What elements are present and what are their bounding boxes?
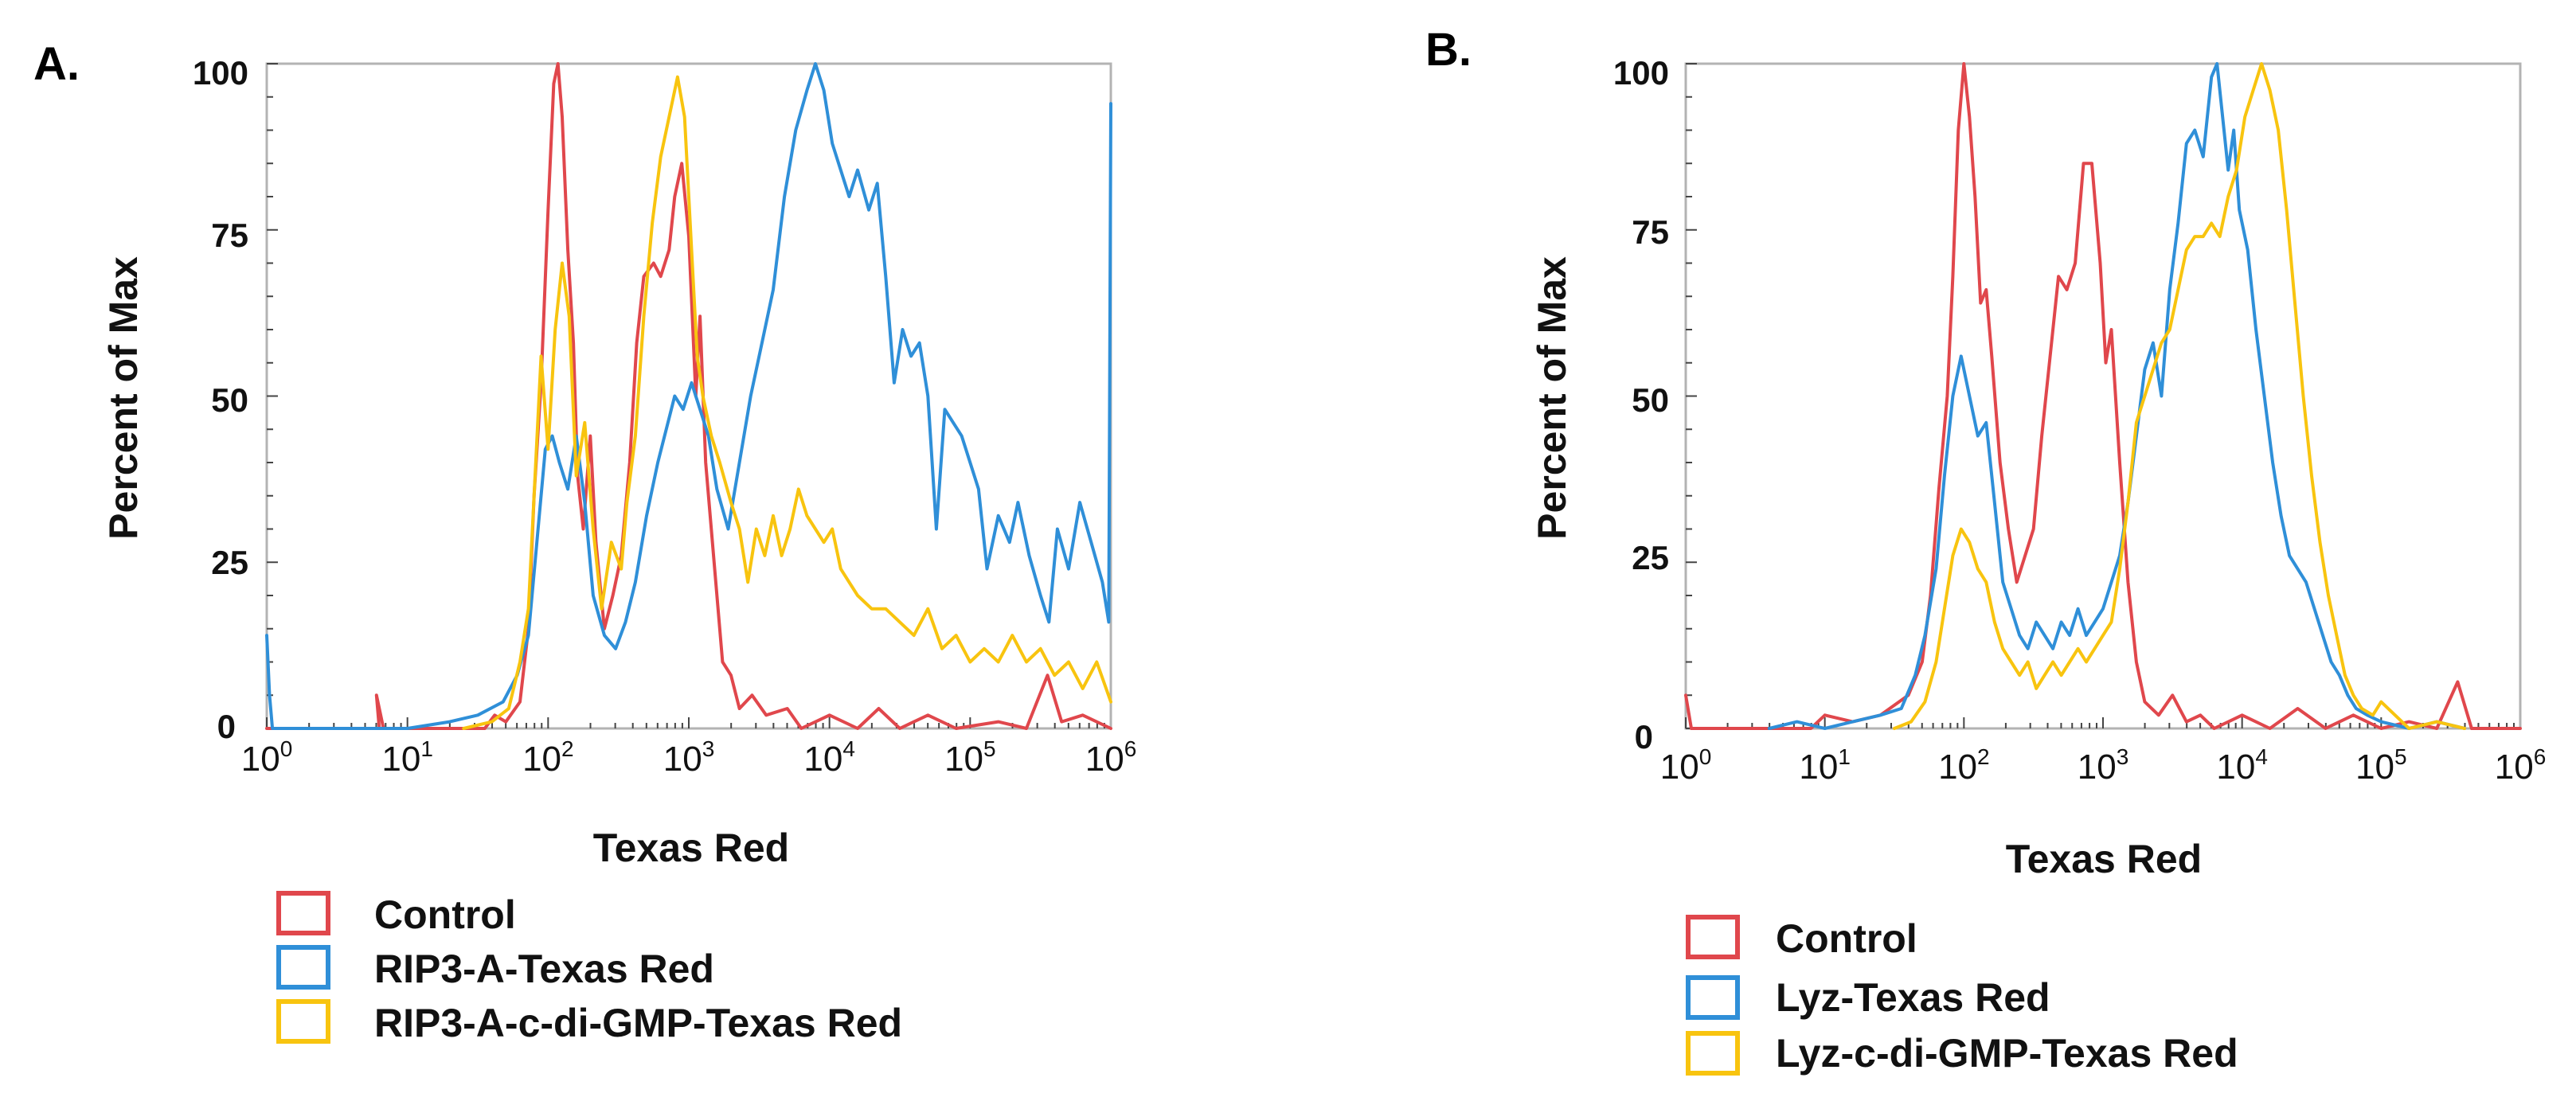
panel-a-plot-area — [265, 62, 1112, 730]
panel-b-legend-label-control: Control — [1776, 916, 1917, 961]
panel-b-legend-label-lyz: Lyz-Texas Red — [1776, 975, 2050, 1020]
panel-b-legend: Control Lyz-Texas Red Lyz-c-di-GMP-Texas… — [1686, 915, 2238, 1076]
panel-a-legend-rip3: RIP3-A-Texas Red — [276, 945, 714, 991]
panel-b-legend-label-lyz-cdigmp: Lyz-c-di-GMP-Texas Red — [1776, 1031, 2238, 1076]
panel-b-ytick-50: 50 — [1632, 381, 1669, 419]
panel-b-ytick-0: 0 — [1635, 718, 1653, 756]
panel-a-xtick-label: 102 — [522, 736, 574, 779]
panel-b-xtick-label: 105 — [2355, 744, 2407, 787]
panel-a-legend-control: Control — [276, 891, 516, 937]
panel-b-xtick-label: 106 — [2495, 744, 2547, 787]
panel-a-letter: A. — [33, 38, 80, 90]
panel-a-ytick-100: 100 — [193, 54, 248, 92]
panel-a-series-rip3-cdigmp — [462, 75, 1112, 730]
panel-a-legend-swatch-control — [276, 891, 330, 935]
panel-a-legend: Control RIP3-A-Texas Red RIP3-A-c-di-GMP… — [276, 891, 902, 1045]
panel-a-xtick-label: 100 — [241, 736, 293, 779]
panel-b-series-lyz-cdigmp — [1893, 62, 2467, 730]
panel-b-xtick-label: 100 — [1660, 744, 1712, 787]
panel-b-y-ticks: 0 25 50 75 100 — [1613, 54, 1669, 756]
panel-a-ytick-25: 25 — [211, 544, 248, 581]
panel-a-series-rip3 — [265, 62, 1112, 730]
panel-b-legend-swatch-lyz — [1686, 975, 1740, 1020]
panel-b-series-control — [1684, 62, 2522, 730]
panel-a-x-ticks: 100 101 102 103 104 105 106 — [241, 736, 1137, 779]
panel-a: A. Percent of Max 0 25 50 75 100 100 101 1… — [33, 38, 1136, 1045]
panel-b-plot-frame — [1684, 62, 2522, 730]
panel-b-legend-swatch-lyz-cdigmp — [1686, 1031, 1740, 1076]
panel-a-xtick-label: 106 — [1085, 736, 1137, 779]
panel-a-xtick-label: 104 — [803, 736, 855, 779]
panel-b-legend-swatch-control — [1686, 915, 1740, 959]
panel-b-xtick-label: 104 — [2216, 744, 2268, 787]
panel-b-ytick-75: 75 — [1632, 213, 1669, 251]
panel-b-xtick-label: 101 — [1799, 744, 1851, 787]
panel-a-ytick-0: 0 — [217, 708, 236, 745]
panel-a-ytick-50: 50 — [211, 381, 248, 419]
panel-b-legend-control: Control — [1686, 915, 1917, 961]
panel-b-xtick-label: 103 — [2078, 744, 2129, 787]
panel-b-plot-area — [1684, 62, 2522, 730]
panel-a-x-axis-title: Texas Red — [593, 826, 789, 870]
panel-b: B. Percent of Max 0 25 50 75 100 100 101 1… — [1425, 24, 2546, 1076]
panel-b-legend-lyz-cdigmp: Lyz-c-di-GMP-Texas Red — [1686, 1031, 2238, 1076]
panel-a-legend-label-control: Control — [374, 892, 516, 937]
panel-a-legend-swatch-rip3 — [276, 945, 330, 990]
panel-a-legend-swatch-rip3-cdigmp — [276, 999, 330, 1044]
panel-a-y-axis-title: Percent of Max — [101, 256, 146, 540]
panel-b-y-axis-title: Percent of Max — [1530, 256, 1574, 540]
panel-b-xtick-label: 102 — [1938, 744, 1990, 787]
panel-b-ytick-25: 25 — [1632, 539, 1669, 576]
panel-b-series-lyz — [1767, 62, 2467, 730]
panel-a-xtick-label: 103 — [663, 736, 715, 779]
panel-b-x-axis-title: Texas Red — [2006, 837, 2202, 881]
panel-b-letter: B. — [1425, 24, 1472, 76]
panel-a-xtick-label: 101 — [381, 736, 433, 779]
panel-a-legend-label-rip3: RIP3-A-Texas Red — [374, 947, 714, 991]
panel-a-y-ticks: 0 25 50 75 100 — [193, 54, 248, 745]
panel-a-ytick-75: 75 — [211, 217, 248, 254]
panel-a-xtick-label: 105 — [944, 736, 996, 779]
panel-b-ytick-100: 100 — [1613, 54, 1669, 92]
panel-a-legend-label-rip3-cdigmp: RIP3-A-c-di-GMP-Texas Red — [374, 1001, 902, 1045]
panel-a-legend-rip3-cdigmp: RIP3-A-c-di-GMP-Texas Red — [276, 999, 902, 1045]
panel-b-legend-lyz: Lyz-Texas Red — [1686, 975, 2050, 1020]
panel-b-x-ticks: 100 101 102 103 104 105 106 — [1660, 744, 2547, 787]
